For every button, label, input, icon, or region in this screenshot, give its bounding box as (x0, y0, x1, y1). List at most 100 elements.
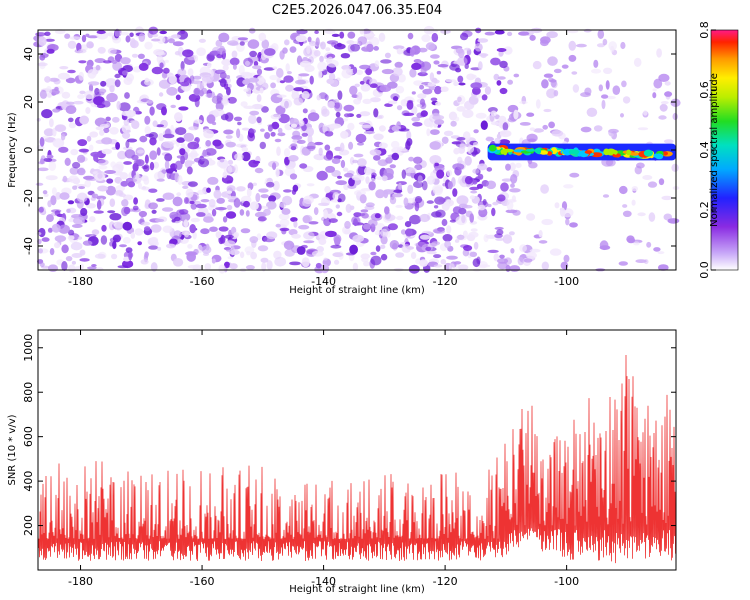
spectrogram-speckle (157, 246, 162, 251)
spectrogram-y-tick-label: -40 (22, 237, 35, 255)
spectrogram-speckle (97, 172, 103, 179)
spectrogram-speckle (658, 73, 670, 82)
spectrogram-speckle (52, 138, 65, 148)
spectrogram-speckle (299, 163, 308, 169)
spectrogram-speckle (352, 234, 365, 243)
spectrogram-speckle (340, 53, 351, 59)
spectrogram-speckle (448, 111, 458, 121)
spectrogram-speckle (481, 94, 488, 101)
spectrogram-speckle (441, 136, 449, 144)
spectrogram-speckle (332, 192, 340, 201)
spectrogram-speckle (119, 172, 128, 180)
spectrogram-speckle (240, 228, 251, 234)
snr-x-tick-label: -180 (68, 575, 93, 588)
spectrogram-speckle (408, 264, 420, 274)
spectrogram-speckle (261, 39, 270, 49)
spectrogram-speckle (168, 74, 177, 85)
spectrogram-speckle (289, 173, 298, 180)
spectrogram-speckle (593, 59, 599, 68)
spectrogram-speckle (231, 36, 242, 42)
spectrogram-speckle (37, 167, 49, 172)
spectrogram-speckle (546, 31, 558, 39)
spectrogram-speckle (196, 212, 206, 217)
spectrogram-speckle (392, 193, 403, 198)
spectrogram-speckle (352, 159, 359, 164)
spectrogram-x-tick-label: -160 (190, 275, 215, 288)
spectrogram-speckle (266, 260, 273, 270)
spectrogram-speckle (492, 201, 499, 206)
spectrogram-speckle (121, 206, 129, 217)
spectrogram-speckle (661, 195, 673, 201)
spectrogram-speckle (517, 256, 524, 266)
spectrogram-speckle (278, 213, 290, 220)
spectrogram-speckle (55, 192, 62, 200)
spectrogram-speckle (243, 78, 251, 85)
spectrogram-speckle (225, 135, 233, 139)
snr-plot-area (37, 354, 677, 564)
spectrogram-speckle (340, 130, 349, 139)
spectrogram-speckle (270, 114, 281, 120)
spectrogram-speckle (365, 176, 370, 185)
spectrogram-speckle (320, 264, 330, 274)
spectrogram-speckle (368, 181, 376, 191)
spectrogram-speckle (298, 224, 310, 230)
spectrogram-speckle (225, 211, 237, 219)
spectrogram-speckle (263, 67, 275, 71)
spectrogram-speckle (249, 236, 259, 244)
spectrogram-speckle (546, 88, 557, 99)
spectrogram-speckle (336, 42, 342, 48)
spectrogram-speckle (78, 60, 87, 64)
spectrogram-speckle (65, 77, 76, 84)
spectrogram-speckle (148, 26, 159, 35)
spectrogram-speckle (97, 185, 109, 192)
spectrogram-speckle (452, 188, 458, 197)
spectrogram-speckle (413, 80, 424, 86)
spectrogram-speckle (140, 186, 150, 191)
spectrogram-signal-speckle (584, 150, 593, 154)
spectrogram-speckle (100, 235, 108, 245)
spectrogram-speckle (164, 160, 170, 170)
spectrogram-speckle (107, 47, 117, 55)
spectrogram-speckle (490, 110, 497, 117)
spectrogram-speckle (396, 215, 404, 221)
spectrogram-speckle (457, 75, 464, 83)
spectrogram-speckle (307, 36, 312, 43)
spectrogram-speckle (197, 244, 203, 254)
colorbar: 0.0 0.2 0.4 0.6 0.8 Normalized spectral ampl… (698, 21, 739, 279)
spectrogram-speckle (648, 212, 656, 222)
spectrogram-speckle (331, 33, 340, 38)
spectrogram-speckle (664, 91, 673, 97)
spectrogram-speckle (529, 248, 541, 253)
spectrogram-speckle (417, 93, 427, 99)
spectrogram-speckle (203, 129, 215, 139)
spectrogram-speckle (227, 96, 237, 104)
spectrogram-speckle (472, 258, 481, 268)
spectrogram-speckle (97, 46, 106, 54)
spectrogram-speckle (637, 212, 646, 217)
spectrogram-speckle (275, 105, 286, 115)
spectrogram-speckle (64, 157, 71, 166)
spectrogram-speckle (234, 153, 244, 161)
spectrogram-speckle (392, 45, 405, 50)
spectrogram-speckle (637, 127, 649, 131)
spectrogram-speckle (47, 200, 52, 208)
spectrogram-speckle (226, 75, 231, 79)
spectrogram-speckle (180, 155, 186, 165)
spectrogram-speckle (612, 85, 621, 95)
spectrogram-speckle (499, 130, 512, 138)
spectrogram-speckle (125, 247, 133, 254)
spectrogram-speckle (42, 135, 49, 139)
spectrogram-speckle (324, 94, 329, 101)
spectrogram-speckle (252, 160, 261, 164)
spectrogram-speckle (499, 254, 505, 259)
spectrogram-speckle (457, 264, 469, 271)
spectrogram-speckle (464, 156, 472, 166)
spectrogram-speckle (296, 246, 306, 255)
spectrogram-speckle (353, 153, 364, 158)
spectrogram-speckle (357, 158, 367, 167)
spectrogram-speckle (646, 241, 652, 248)
spectrogram-speckle (469, 186, 480, 191)
spectrogram-speckle (441, 218, 448, 227)
spectrogram-speckle (237, 37, 249, 41)
spectrogram-speckle (444, 240, 451, 249)
